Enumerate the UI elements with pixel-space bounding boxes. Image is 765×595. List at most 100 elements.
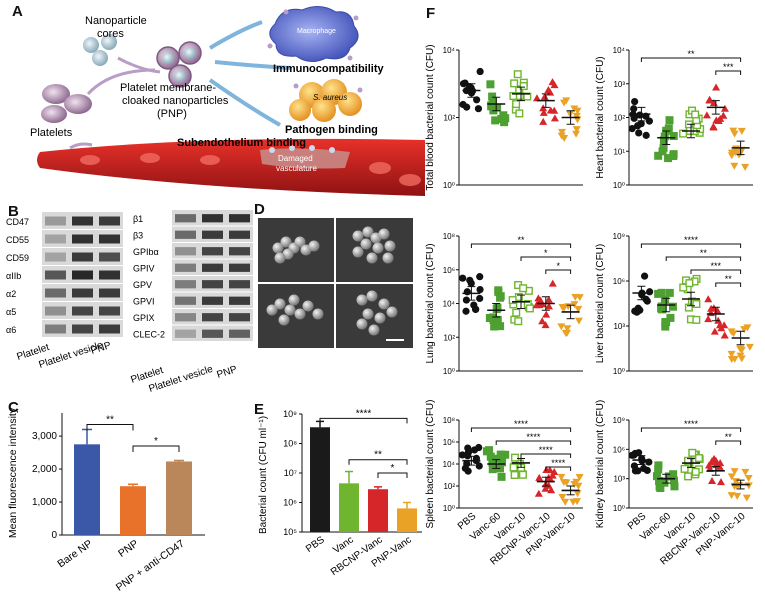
bar-e-rbcnp-vanc [368,489,388,532]
blot-band-3-lane-3 [229,230,250,239]
point-lung-vanc-10-8 [512,308,521,317]
y-tick-label-liver-1: 10³ [613,322,625,331]
blot-band-gpv-lane-3 [229,280,250,289]
blot-band-6-lane-1 [45,324,66,334]
point-lung-pnp-vanc-10-4 [574,305,583,313]
arrow-to-pathogen [214,60,291,70]
s-aureus-icon [289,79,363,122]
point-spleen-pnp-vanc-10-12 [572,478,581,486]
panel-c-chart: 0 1,000 2,000 3,000 Mean fluorescence intens… [7,407,205,594]
point-blood-pbs-9 [461,79,469,87]
sem-bacterium-3-6 [302,300,314,312]
scatter-plot-lung: 10⁰ 10² 10⁴ 10⁶ 10⁸ Lung bacterial count (CFU… [425,232,584,376]
point-kidney-rbcnp-vanc-10-12 [710,457,719,465]
y-axis-label-liver: Liver bacterial count (CFU) [595,244,606,363]
point-spleen-vanc-60-10 [493,454,502,463]
blot-band-1-lane-2 [202,214,223,223]
bar-c-pnp [120,486,146,535]
blot-band-gpvi-lane-3 [229,296,250,305]
sem-bacterium-2-7 [384,240,396,252]
point-kidney-vanc-10-8 [691,467,700,476]
y-tick-label-liver-0: 10⁰ [613,367,625,376]
point-lung-pbs-7 [476,273,484,281]
point-blood-rbcnp-vanc-10-11 [540,92,549,100]
point-lung-pnp-vanc-10-9 [559,304,568,312]
blot-band-5-lane-1 [45,306,66,316]
point-lung-vanc-60-10 [490,322,499,331]
point-blood-vanc-60-2 [486,80,495,89]
point-kidney-vanc-60-11 [670,476,679,485]
y-tick-label-e-3: 10⁸ [283,439,297,449]
point-liver-vanc-10-11 [685,279,694,288]
blot-label-clec-2: CLEC-2 [133,329,165,339]
point-spleen-pbs-7 [475,443,483,452]
point-lung-pnp-vanc-10-1 [557,323,566,331]
point-spleen-vanc-10-12 [518,470,527,479]
x-label-e-pbs: PBS [304,534,327,555]
sem-bacterium-3-3 [284,304,296,316]
sig-label-liver-4: ** [725,274,733,284]
blot-band-clec-2-lane-1 [175,329,196,338]
panel-label-a: A [12,3,23,20]
point-lung-pbs-10 [462,307,470,315]
y-axis-label-heart: Heart bacterial count (CFU) [595,56,606,178]
sig-label-spleen-3: **** [539,445,554,455]
point-liver-vanc-60-7 [665,288,674,297]
point-spleen-pnp-vanc-10-10 [559,478,568,486]
sig-label-c-1: ** [106,415,114,426]
blot-band-gpvi-lane-1 [175,296,196,305]
point-heart-rbcnp-vanc-10-4 [705,95,714,103]
y-axis-label-lung: Lung bacterial count (CFU) [425,243,436,363]
point-heart-rbcnp-vanc-10-8 [709,123,718,131]
sig-label-e-2: ** [374,450,382,461]
point-liver-pnp-vanc-10-5 [745,343,754,351]
blot-band-clec-2-lane-3 [229,329,250,338]
point-kidney-pbs-10 [635,449,643,457]
point-kidney-pbs-5 [628,451,636,459]
point-kidney-vanc-60-10 [664,472,673,481]
label-macrophage: Macrophage [297,28,336,35]
point-heart-pnp-vanc-10-3 [737,127,746,135]
sem-bacterium-3-2 [274,298,286,310]
arrow-to-macrophage [208,20,263,50]
blot-label-3: β3 [133,230,143,240]
blot-band-cd47-lane-2 [72,216,93,226]
point-liver-vanc-60-10 [654,289,663,298]
x-label-c-pnp: PNP [116,538,141,560]
point-spleen-rbcnp-vanc-10-6 [534,489,543,497]
point-blood-vanc-10-11 [512,100,521,109]
point-spleen-rbcnp-vanc-10-11 [546,475,555,483]
blot-band-gpiv-lane-1 [175,263,196,272]
blot-band-gpv-lane-2 [202,280,223,289]
point-lung-rbcnp-vanc-10-11 [544,302,553,310]
label-subendothelium-binding: Subendothelium binding [177,137,306,149]
blot-label-cd55: CD55 [6,235,29,245]
sem-bacterium-3-1 [266,304,278,316]
sig-label-heart-1: ** [687,49,695,59]
sig-label-lung-3: * [556,261,560,271]
point-liver-vanc-60-8 [666,313,675,322]
point-heart-vanc-60-4 [654,151,663,160]
point-kidney-rbcnp-vanc-10-1 [708,476,717,484]
scatter-plot-kidney: 10⁰ 10³ 10⁶ 10⁹ Kidney bacterial count (CFU)… [595,400,753,567]
sig-bracket-lung-2 [520,256,572,261]
sig-label-spleen-4: **** [551,458,566,468]
point-liver-rbcnp-vanc-10-5 [704,315,713,323]
label-pnp-line3: (PNP) [157,108,187,120]
point-kidney-pnp-vanc-10-8 [727,492,736,500]
point-liver-vanc-60-11 [658,305,667,314]
point-blood-pnp-vanc-10-7 [573,107,582,115]
point-lung-pnp-vanc-10-8 [574,317,583,325]
blot-band-cd55-lane-2 [72,234,93,244]
sig-bracket-lung-1 [470,243,572,248]
point-liver-rbcnp-vanc-10-4 [710,327,719,335]
y-tick-label-kidney-0: 10⁰ [613,504,625,513]
point-liver-pnp-vanc-10-1 [727,350,736,358]
sig-label-liver-1: **** [684,235,699,245]
y-tick-label-c-2: 2,000 [32,464,57,475]
bar-e-vanc [339,483,359,532]
blot-label-gpiv: GPIV [133,263,155,273]
sig-bracket-liver-2 [665,256,742,261]
bar-c-pnp-anti-cd47 [166,461,192,535]
